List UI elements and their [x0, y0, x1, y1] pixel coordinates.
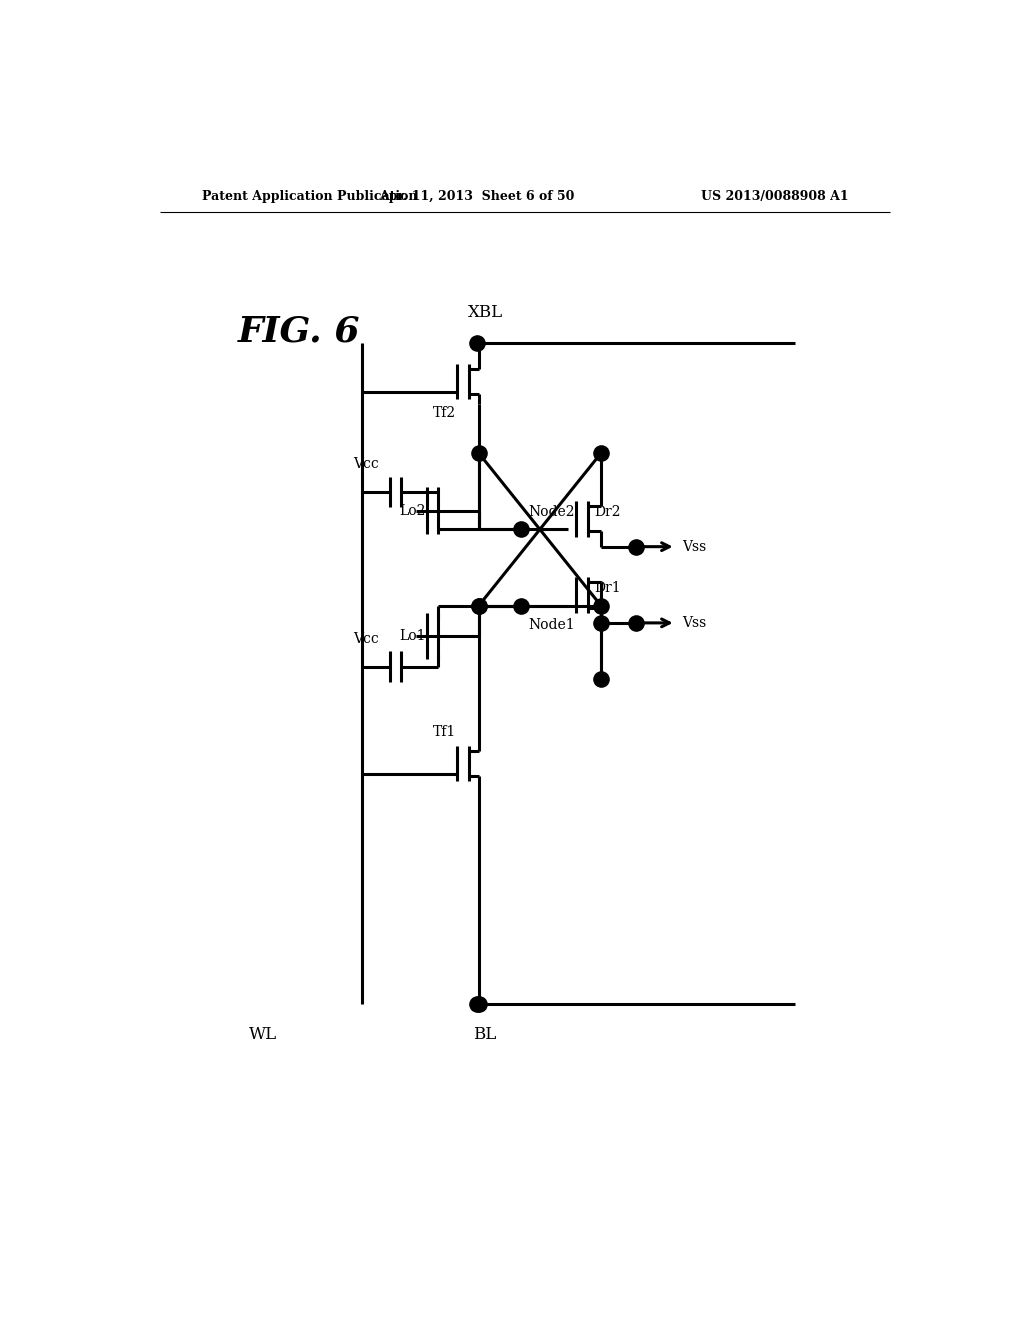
Text: XBL: XBL	[468, 304, 503, 321]
Point	[471, 994, 487, 1015]
Point	[471, 595, 487, 616]
Text: US 2013/0088908 A1: US 2013/0088908 A1	[701, 190, 849, 202]
Point	[628, 536, 644, 557]
Text: Dr1: Dr1	[595, 581, 622, 595]
Point	[471, 595, 487, 616]
Text: Apr. 11, 2013  Sheet 6 of 50: Apr. 11, 2013 Sheet 6 of 50	[380, 190, 574, 202]
Text: Patent Application Publication: Patent Application Publication	[202, 190, 418, 202]
Text: WL: WL	[249, 1027, 276, 1043]
Point	[593, 668, 609, 689]
Point	[513, 595, 529, 616]
Text: Node2: Node2	[528, 506, 575, 519]
Text: Dr2: Dr2	[595, 506, 622, 519]
Point	[593, 612, 609, 634]
Text: FIG. 6: FIG. 6	[238, 314, 359, 348]
Point	[513, 519, 529, 540]
Text: Lo2: Lo2	[399, 504, 426, 517]
Point	[628, 612, 644, 634]
Text: Vss: Vss	[682, 616, 707, 630]
Text: Vcc: Vcc	[353, 632, 379, 647]
Text: Tf1: Tf1	[432, 725, 456, 739]
Text: Lo1: Lo1	[399, 630, 426, 643]
Text: Node1: Node1	[528, 618, 575, 632]
Text: Vss: Vss	[682, 540, 707, 553]
Point	[593, 595, 609, 616]
Text: Tf2: Tf2	[432, 407, 456, 420]
Text: Vcc: Vcc	[353, 458, 379, 471]
Text: BL: BL	[473, 1027, 497, 1043]
Point	[469, 994, 485, 1015]
Point	[593, 442, 609, 463]
Point	[471, 442, 487, 463]
Point	[469, 333, 485, 354]
